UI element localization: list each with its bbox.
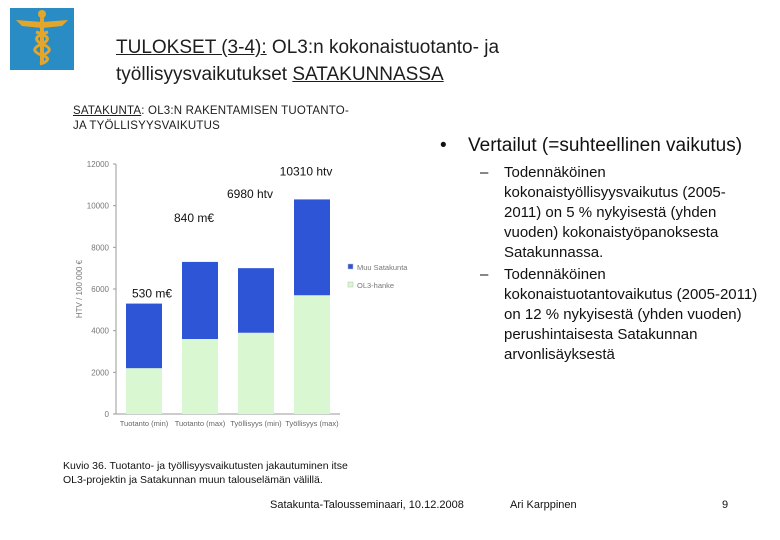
x-tick-label: Tuotanto (min): [120, 419, 169, 428]
bar-segment: [182, 261, 218, 339]
title-emphasis: SATAKUNNASSA: [292, 64, 444, 85]
bullet-list: • Vertailut (=suhteellinen vaikutus) – T…: [440, 134, 760, 365]
bar-segment: [126, 368, 162, 414]
sub-bullet-text: Todennäköinen kokonaistuotantovaikutus (…: [504, 266, 758, 363]
chart-canvas: 0 2000 4000 6000 8000 10000 12000 HTV / 100 000…: [75, 160, 408, 428]
data-annotation: 530 m€: [132, 287, 172, 301]
footer-event: Satakunta-Talousseminaari, 10.12.2008: [270, 499, 464, 511]
caption-line1: Kuvio 36. Tuotanto- ja työllisyysvaikutu…: [63, 460, 348, 472]
x-tick-label: Työllisyys (min): [230, 419, 282, 428]
caduceus-logo-icon: [10, 8, 74, 70]
legend-swatch: [347, 281, 354, 288]
chart-heading-line2: JA TYÖLLISYYSVAIKUTUS: [73, 120, 220, 132]
sub-bullet-employment: – Todennäköinen kokonaistyöllisyysvaikut…: [480, 163, 760, 263]
sub-bullet-production: – Todennäköinen kokonaistuotantovaikutus…: [480, 265, 760, 365]
bar-segment: [182, 339, 218, 414]
bullet-main: • Vertailut (=suhteellinen vaikutus): [440, 134, 760, 157]
chart-heading: SATAKUNTA: OL3:N RAKENTAMISEN TUOTANTO- …: [73, 104, 433, 134]
x-tick-label: Tuotanto (max): [175, 419, 226, 428]
title-line1: OL3:n kokonaistuotanto- ja: [266, 37, 500, 58]
sub-bullet-marker: –: [480, 164, 489, 181]
bar-segment: [294, 295, 330, 414]
y-tick-label: 10000: [87, 202, 110, 211]
data-annotation: 6980 htv: [227, 187, 273, 201]
data-annotation: 10310 htv: [280, 164, 333, 178]
bullet-main-text: Vertailut (=suhteellinen vaikutus): [468, 135, 743, 156]
y-tick-label: 0: [105, 410, 110, 419]
slide-title: TULOKSET (3-4): OL3:n kokonaistuotanto- …: [116, 34, 736, 88]
bar-segment: [238, 268, 274, 333]
y-axis-label: HTV / 100 000 €: [75, 259, 84, 318]
x-tick-label: Työllisyys (max): [285, 419, 339, 428]
chart-heading-prefix: SATAKUNTA: [73, 105, 142, 117]
bullet-marker: •: [440, 135, 447, 156]
title-prefix: TULOKSET (3-4):: [116, 37, 267, 58]
y-tick-label: 8000: [91, 243, 109, 252]
legend-swatch: [347, 263, 354, 270]
bar-segment: [294, 199, 330, 296]
y-tick-label: 12000: [87, 160, 110, 169]
title-line2: työllisyysvaikutukset: [116, 64, 293, 85]
y-tick-label: 2000: [91, 368, 109, 377]
chart-heading-line1: : OL3:N RAKENTAMISEN TUOTANTO-: [141, 105, 349, 117]
legend-label: OL3-hanke: [357, 281, 394, 290]
stacked-bar-chart: 0 2000 4000 6000 8000 10000 12000 HTV / 100 000…: [72, 150, 432, 450]
figure-caption: Kuvio 36. Tuotanto- ja työllisyysvaikutu…: [63, 459, 443, 487]
bar-segment: [126, 303, 162, 369]
y-tick-label: 4000: [91, 327, 109, 336]
sub-bullet-marker: –: [480, 266, 489, 283]
bar-segment: [238, 332, 274, 414]
y-tick-label: 6000: [91, 285, 109, 294]
page-number: 9: [722, 499, 729, 511]
footer-author: Ari Karppinen: [510, 499, 577, 511]
data-annotation: 840 m€: [174, 211, 214, 225]
sub-bullet-text: Todennäköinen kokonaistyöllisyysvaikutus…: [504, 164, 726, 261]
caption-line2: OL3-projektin ja Satakunnan muun talouse…: [63, 474, 323, 486]
legend-label: Muu Satakunta: [357, 263, 408, 272]
